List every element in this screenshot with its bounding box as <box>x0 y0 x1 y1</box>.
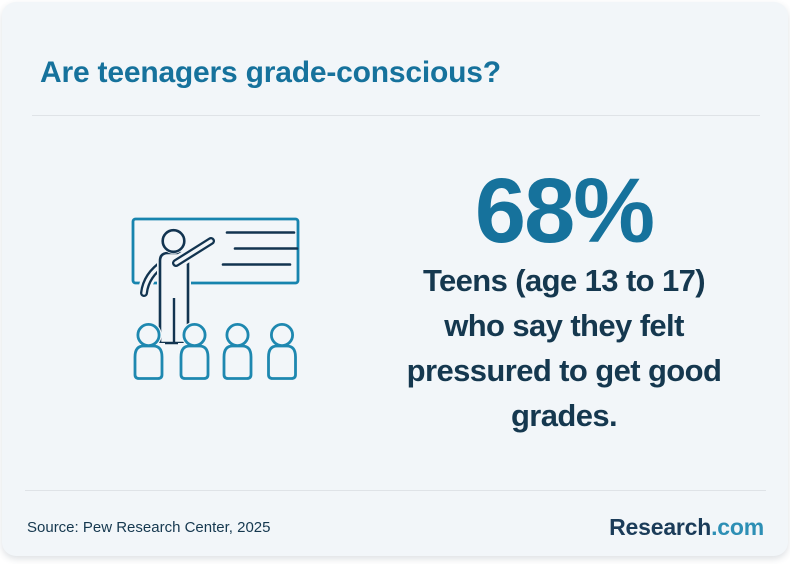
stat-description-line-2: who say they felt <box>444 308 684 343</box>
logo-primary-text: Research <box>609 514 712 540</box>
title-divider <box>32 115 760 116</box>
presenter-classroom-icon <box>131 217 300 381</box>
audience-figure-3 <box>221 321 254 381</box>
audience-figure-4 <box>265 321 299 381</box>
stat-description-line-4: grades. <box>510 398 618 433</box>
audience-figure-1 <box>132 321 165 381</box>
presenter-figure <box>137 228 218 345</box>
logo-suffix-text: .com <box>711 514 764 540</box>
presenter-head <box>161 228 186 254</box>
stat-description: Teens (age 13 to 17) who say they felt p… <box>378 258 750 438</box>
page-title: Are teenagers grade-conscious? <box>40 56 501 89</box>
stat-description-line-1: Teens (age 13 to 17) <box>422 263 706 298</box>
stat-value: 68% <box>474 160 655 262</box>
research-com-logo[interactable]: Research.com <box>609 513 764 541</box>
audience-figures <box>132 321 299 381</box>
footer-divider <box>25 490 766 491</box>
whiteboard-lines <box>221 231 299 266</box>
audience-figure-2 <box>178 321 211 381</box>
whiteboard <box>131 217 300 285</box>
infographic-card: Are teenagers grade-conscious? <box>2 2 788 556</box>
stat-block: 68% Teens (age 13 to 17) who say they fe… <box>378 165 750 438</box>
source-text: Source: Pew Research Center, 2025 <box>27 519 271 536</box>
stat-description-line-3: pressured to get good <box>406 353 722 388</box>
